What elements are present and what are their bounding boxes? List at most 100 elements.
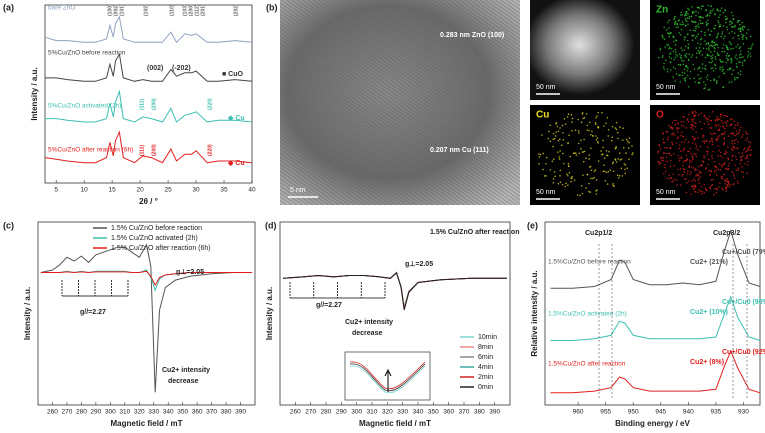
map-dot — [703, 155, 705, 157]
map-dot — [708, 158, 710, 161]
map-dot — [683, 148, 686, 151]
map-dot — [697, 23, 700, 25]
map-dot — [597, 142, 599, 144]
map-dot — [661, 55, 664, 57]
map-dot — [692, 167, 695, 169]
map-dot — [725, 46, 728, 48]
annotation: (111) — [139, 99, 145, 110]
map-dot — [748, 47, 750, 50]
map-dot — [751, 43, 754, 45]
map-dot — [578, 152, 581, 155]
map-dot — [710, 137, 713, 140]
map-dot — [615, 128, 618, 131]
map-dot — [691, 135, 694, 138]
map-dot — [712, 132, 715, 135]
map-dot — [712, 150, 714, 153]
map-dot — [718, 118, 721, 120]
map-dot — [745, 36, 747, 39]
map-dot — [612, 183, 614, 185]
x-tick-label: 30 — [192, 187, 200, 194]
map-dot — [673, 18, 675, 21]
map-dot — [745, 132, 747, 135]
map-dot — [687, 67, 689, 69]
map-dot — [689, 161, 691, 164]
map-dot — [700, 5, 703, 8]
map-dot — [683, 77, 686, 80]
map-dot — [678, 32, 681, 34]
series-line — [44, 130, 253, 164]
map-dot — [705, 188, 707, 191]
map-dot — [597, 140, 599, 143]
map-dot — [727, 164, 730, 167]
map-dot — [674, 23, 676, 26]
map-dot — [722, 37, 725, 40]
annotation: g//=2.27 — [316, 302, 342, 309]
map-dot — [678, 160, 681, 162]
map-dot — [622, 147, 625, 149]
map-dot — [657, 56, 660, 59]
map-dot — [666, 138, 669, 141]
chart-title: 1.5% Cu/ZnO after reaction — [430, 229, 519, 236]
map-dot — [740, 170, 743, 173]
map-dot — [613, 185, 615, 188]
map-dot — [703, 122, 706, 125]
map-dot — [725, 61, 728, 64]
map-dot — [695, 52, 698, 54]
map-dot — [709, 119, 712, 122]
map-dot — [724, 150, 727, 153]
map-dot — [680, 150, 682, 153]
map-dot — [601, 153, 604, 155]
annotation: (102) — [143, 4, 149, 16]
x-tick-label: 300 — [105, 409, 116, 416]
map-dot — [673, 164, 675, 167]
map-dot — [741, 33, 743, 36]
map-dot — [686, 119, 689, 121]
map-dot — [680, 11, 683, 14]
map-dot — [737, 167, 740, 170]
map-dot — [682, 168, 685, 170]
x-tick-label: 290 — [336, 409, 347, 416]
map-dot — [555, 121, 558, 124]
map-dot — [688, 8, 690, 11]
map-dot — [688, 17, 691, 20]
map-dot — [607, 128, 610, 131]
map-dot — [726, 177, 729, 180]
map-dot — [743, 59, 745, 62]
map-dot — [571, 175, 573, 178]
map-dot — [559, 181, 562, 184]
map-dot — [749, 55, 752, 57]
map-dot — [723, 142, 726, 145]
plot-frame — [279, 221, 511, 406]
map-dot — [626, 140, 629, 143]
y-axis-label: Intensity / a.u. — [23, 287, 32, 340]
annotation: (200) — [151, 144, 157, 156]
map-dot — [716, 80, 718, 82]
map-dot — [694, 186, 697, 188]
map-dot — [552, 158, 555, 160]
map-dot — [667, 44, 669, 46]
map-dot — [735, 138, 737, 141]
map-dot — [749, 141, 752, 144]
map-dot — [577, 142, 580, 145]
map-dot — [724, 153, 727, 155]
map-dot — [732, 47, 734, 50]
map-dot — [710, 61, 713, 64]
map-dot — [719, 151, 722, 154]
series-line — [550, 349, 761, 394]
map-dot — [688, 165, 691, 167]
map-dot — [568, 171, 571, 174]
map-dot — [742, 42, 745, 45]
legend-label: 8min — [478, 344, 493, 351]
map-dot — [578, 132, 580, 134]
map-dot — [691, 125, 694, 127]
map-dot — [700, 112, 703, 115]
map-dot — [617, 177, 620, 179]
map-dot — [682, 135, 685, 138]
map-dot — [675, 53, 677, 56]
map-dot — [710, 44, 712, 47]
panel-label: (e) — [527, 220, 538, 230]
map-dot — [731, 22, 733, 25]
map-dot — [618, 174, 621, 177]
map-dot — [701, 63, 704, 65]
map-dot — [717, 118, 719, 120]
